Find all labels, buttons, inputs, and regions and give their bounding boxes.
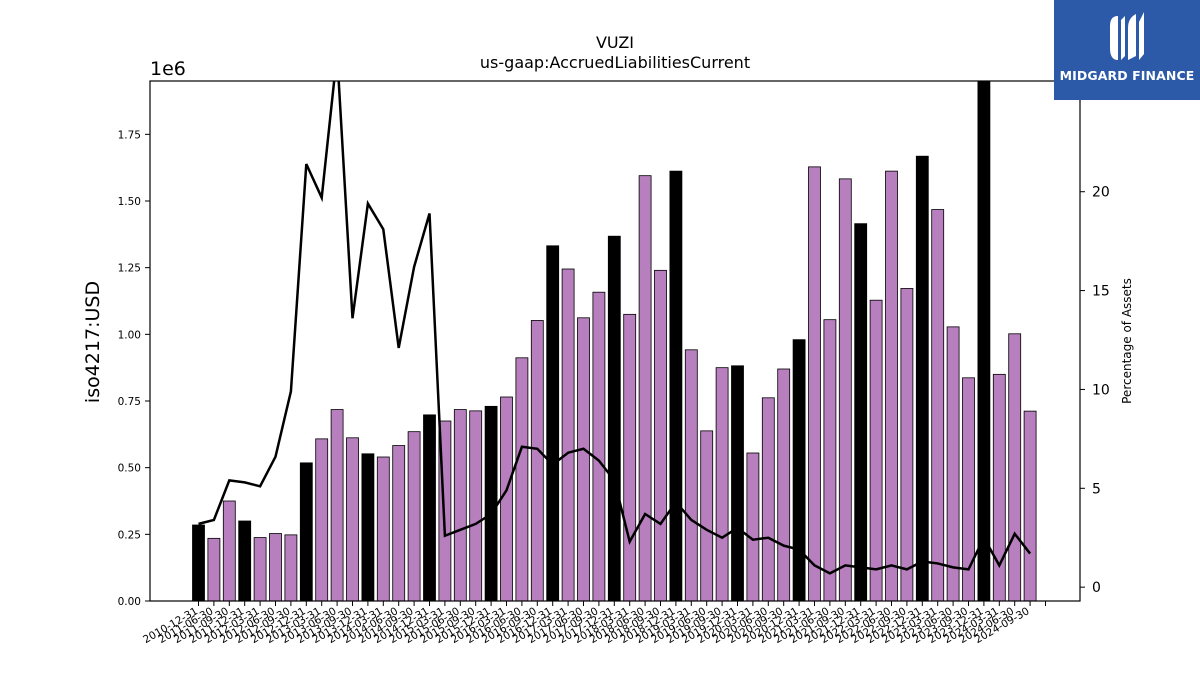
chart-title: VUZI: [596, 33, 634, 52]
bar: [715, 367, 729, 602]
y-tick-label: 0.75: [118, 396, 141, 408]
line-series: [198, 81, 1032, 575]
bar: [592, 291, 606, 602]
bar: [207, 537, 221, 602]
y-tick-label: 0.00: [118, 596, 141, 608]
bar: [900, 288, 914, 602]
bar: [192, 524, 205, 602]
y-axis-label: iso4217:USD: [82, 281, 104, 403]
y-tick-label: 1.75: [118, 129, 141, 141]
bar: [669, 170, 683, 602]
bar: [931, 209, 945, 602]
series-line: [198, 81, 1032, 575]
bar: [407, 431, 421, 602]
bar: [515, 357, 529, 602]
midgard-logo-mark-icon: [1110, 12, 1144, 60]
bar: [654, 269, 667, 602]
y-tick-label: 1.50: [118, 196, 141, 208]
bar: [423, 414, 436, 602]
bar: [238, 520, 252, 602]
plot-frame: [149, 80, 1081, 602]
bar: [577, 317, 590, 602]
bar: [792, 339, 806, 602]
bar: [1023, 410, 1037, 602]
y2-tick-label: 10: [1092, 382, 1110, 398]
bar-series: [192, 80, 1037, 602]
bar: [838, 178, 852, 602]
bar: [484, 405, 498, 602]
bar: [469, 410, 483, 602]
bar: [299, 462, 313, 602]
y2-tick-label: 20: [1092, 185, 1110, 201]
bar: [885, 170, 898, 602]
bar: [253, 537, 267, 602]
y2-axis-label: Percentage of Assets: [1120, 278, 1134, 404]
midgard-finance-logo: MIDGARD FINANCE: [1054, 0, 1200, 100]
bar: [777, 368, 791, 602]
y2-tick-label: 15: [1092, 284, 1110, 300]
bar: [376, 456, 390, 602]
bar: [330, 409, 344, 602]
bar: [546, 245, 560, 602]
logo-text: MIDGARD FINANCE: [1059, 68, 1195, 83]
axes: 0.00 0.25 0.50 0.75 1.00 1.25 1.50 1.75 0 5 10 15 20…: [118, 80, 1110, 646]
bar: [315, 438, 329, 602]
bar: [623, 313, 637, 602]
bar: [346, 437, 359, 602]
bar: [561, 268, 575, 602]
bar: [761, 397, 775, 602]
bar: [700, 430, 714, 602]
y2-tick-label: 5: [1092, 481, 1101, 497]
y2-tick-label: 0: [1092, 580, 1101, 596]
bar: [731, 365, 744, 602]
y-tick-label: 0.25: [118, 529, 141, 541]
bar: [946, 326, 960, 602]
bar: [530, 320, 544, 602]
bar: [269, 533, 282, 602]
y-axis-multiplier: 1e6: [150, 58, 186, 80]
chart-subtitle: us-gaap:AccruedLiabilitiesCurrent: [480, 53, 750, 72]
y-tick-label: 0.50: [118, 463, 141, 475]
y-tick-label: 1.00: [118, 329, 141, 341]
bar: [869, 299, 883, 602]
bar: [684, 349, 698, 602]
bar: [284, 534, 298, 602]
y-tick-label: 1.25: [118, 263, 141, 275]
bar: [746, 452, 760, 602]
bar: [854, 223, 868, 602]
bar: [392, 445, 406, 602]
bar: [977, 80, 991, 602]
bar: [1008, 333, 1022, 602]
bar: [222, 500, 236, 602]
bar: [607, 235, 621, 602]
bar: [638, 175, 652, 602]
bar: [823, 319, 837, 602]
bar: [361, 453, 375, 602]
bar: [915, 155, 929, 602]
bar: [453, 409, 467, 602]
bar: [808, 166, 821, 602]
